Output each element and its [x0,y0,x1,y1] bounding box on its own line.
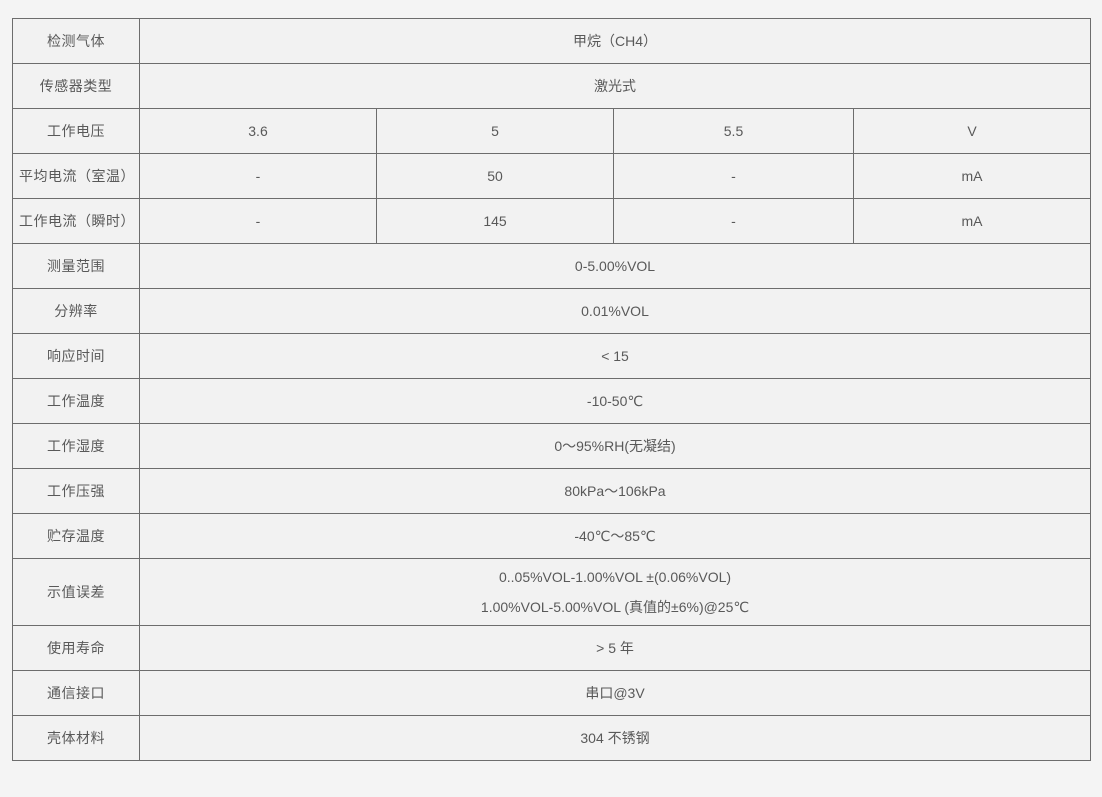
row-value-cell: mA [852,198,1092,244]
row-label-cell: 工作电流（瞬时） [12,198,140,244]
row-label-cell: 工作压强 [12,468,140,514]
table-row: 壳体材料 304 不锈钢 [12,715,1092,761]
row-value-cell: - [139,198,377,244]
row-label-cell: 通信接口 [12,670,140,716]
row-value-cell: 5 [376,108,614,154]
row-value-cell: -40℃～85℃ [138,513,1092,559]
table-row: 贮存温度 -40℃～85℃ [12,513,1092,559]
row-label-cell: 分辨率 [12,288,140,334]
row-label-cell: 测量范围 [12,243,140,289]
row-value-cell: - [139,153,377,199]
spec-table: 检测气体 甲烷（CH4） 传感器类型 激光式 工作电压 3.6 5 5.5 V … [12,18,1092,761]
row-value-cell: < 15 [138,333,1092,379]
row-value-cell: 激光式 [138,63,1092,109]
table-row: 示值误差 0..05%VOL-1.00%VOL ±(0.06%VOL) 1.00… [12,558,1092,626]
row-value-cell: 50 [376,153,614,199]
row-value-cell: 5.5 [613,108,854,154]
table-row: 工作湿度 0～95%RH(无凝结) [12,423,1092,469]
table-row: 测量范围 0-5.00%VOL [12,243,1092,289]
row-value-cell: 0..05%VOL-1.00%VOL ±(0.06%VOL) 1.00%VOL-… [138,558,1092,626]
table-row: 分辨率 0.01%VOL [12,288,1092,334]
table-row: 传感器类型 激光式 [12,63,1092,109]
row-value-cell: -10-50℃ [138,378,1092,424]
row-value-cell: 甲烷（CH4） [138,18,1092,64]
row-value-cell: 0-5.00%VOL [138,243,1092,289]
table-row: 通信接口 串口@3V [12,670,1092,716]
row-value-cell: - [613,153,854,199]
row-label-cell: 壳体材料 [12,715,140,761]
table-row: 工作电压 3.6 5 5.5 V [12,108,1092,154]
row-value-cell: 304 不锈钢 [138,715,1092,761]
table-row: 工作温度 -10-50℃ [12,378,1092,424]
spec-table-container: 检测气体 甲烷（CH4） 传感器类型 激光式 工作电压 3.6 5 5.5 V … [12,18,1092,761]
row-value-cell: 0～95%RH(无凝结) [138,423,1092,469]
table-row: 响应时间 < 15 [12,333,1092,379]
table-row: 检测气体 甲烷（CH4） [12,18,1092,64]
row-value-cell: 80kPa～106kPa [138,468,1092,514]
row-value-cell: 串口@3V [138,670,1092,716]
row-value-cell: 0.01%VOL [138,288,1092,334]
row-label-cell: 工作电压 [12,108,140,154]
row-value-cell: 3.6 [139,108,377,154]
row-label-cell: 响应时间 [12,333,140,379]
row-value-cell: mA [852,153,1092,199]
row-label-cell: 贮存温度 [12,513,140,559]
row-label-cell: 使用寿命 [12,625,140,671]
row-label-cell: 检测气体 [12,18,140,64]
table-row: 平均电流（室温） - 50 - mA [12,153,1092,199]
row-value-cell: - [613,198,854,244]
row-value-cell: > 5 年 [138,625,1092,671]
row-value-cell: 145 [376,198,614,244]
table-row: 工作压强 80kPa～106kPa [12,468,1092,514]
table-row: 使用寿命 > 5 年 [12,625,1092,671]
table-row: 工作电流（瞬时） - 145 - mA [12,198,1092,244]
row-label-cell: 传感器类型 [12,63,140,109]
row-value-cell: V [852,108,1092,154]
row-label-cell: 工作温度 [12,378,140,424]
row-label-cell: 示值误差 [12,558,140,626]
row-label-cell: 工作湿度 [12,423,140,469]
row-label-cell: 平均电流（室温） [12,153,140,199]
